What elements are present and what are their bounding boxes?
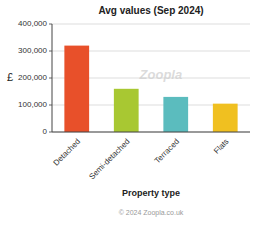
bar: [213, 104, 238, 132]
x-tick-label: Terraced: [153, 137, 181, 165]
x-tick-label: Flats: [212, 137, 231, 156]
bar: [64, 46, 89, 132]
bar: [163, 97, 188, 132]
bar: [114, 89, 139, 132]
y-tick-label: 0: [43, 127, 48, 136]
title: Avg values (Sep 2024): [98, 5, 203, 16]
grid-line: [52, 132, 250, 133]
x-axis: [52, 132, 250, 133]
copyright: © 2024 Zoopla.co.uk: [119, 209, 184, 217]
x-tick-label: Detached: [52, 137, 83, 168]
chart: 0 100,000 200,000 300,000 400,000 Zoopla Detac…: [0, 0, 260, 225]
x-tick-label: Semi-detached: [87, 137, 131, 181]
y-axis: [52, 24, 53, 132]
y-tick-label: 200,000: [18, 73, 47, 82]
y-tick-label: 300,000: [18, 46, 47, 55]
y-tick-label: 100,000: [18, 100, 47, 109]
grid-line: [52, 24, 250, 25]
x-label: Property type: [122, 188, 180, 198]
watermark: Zoopla: [139, 67, 183, 82]
bars: [64, 46, 237, 132]
y-label: £: [7, 71, 13, 83]
y-tick-label: 400,000: [18, 19, 47, 28]
